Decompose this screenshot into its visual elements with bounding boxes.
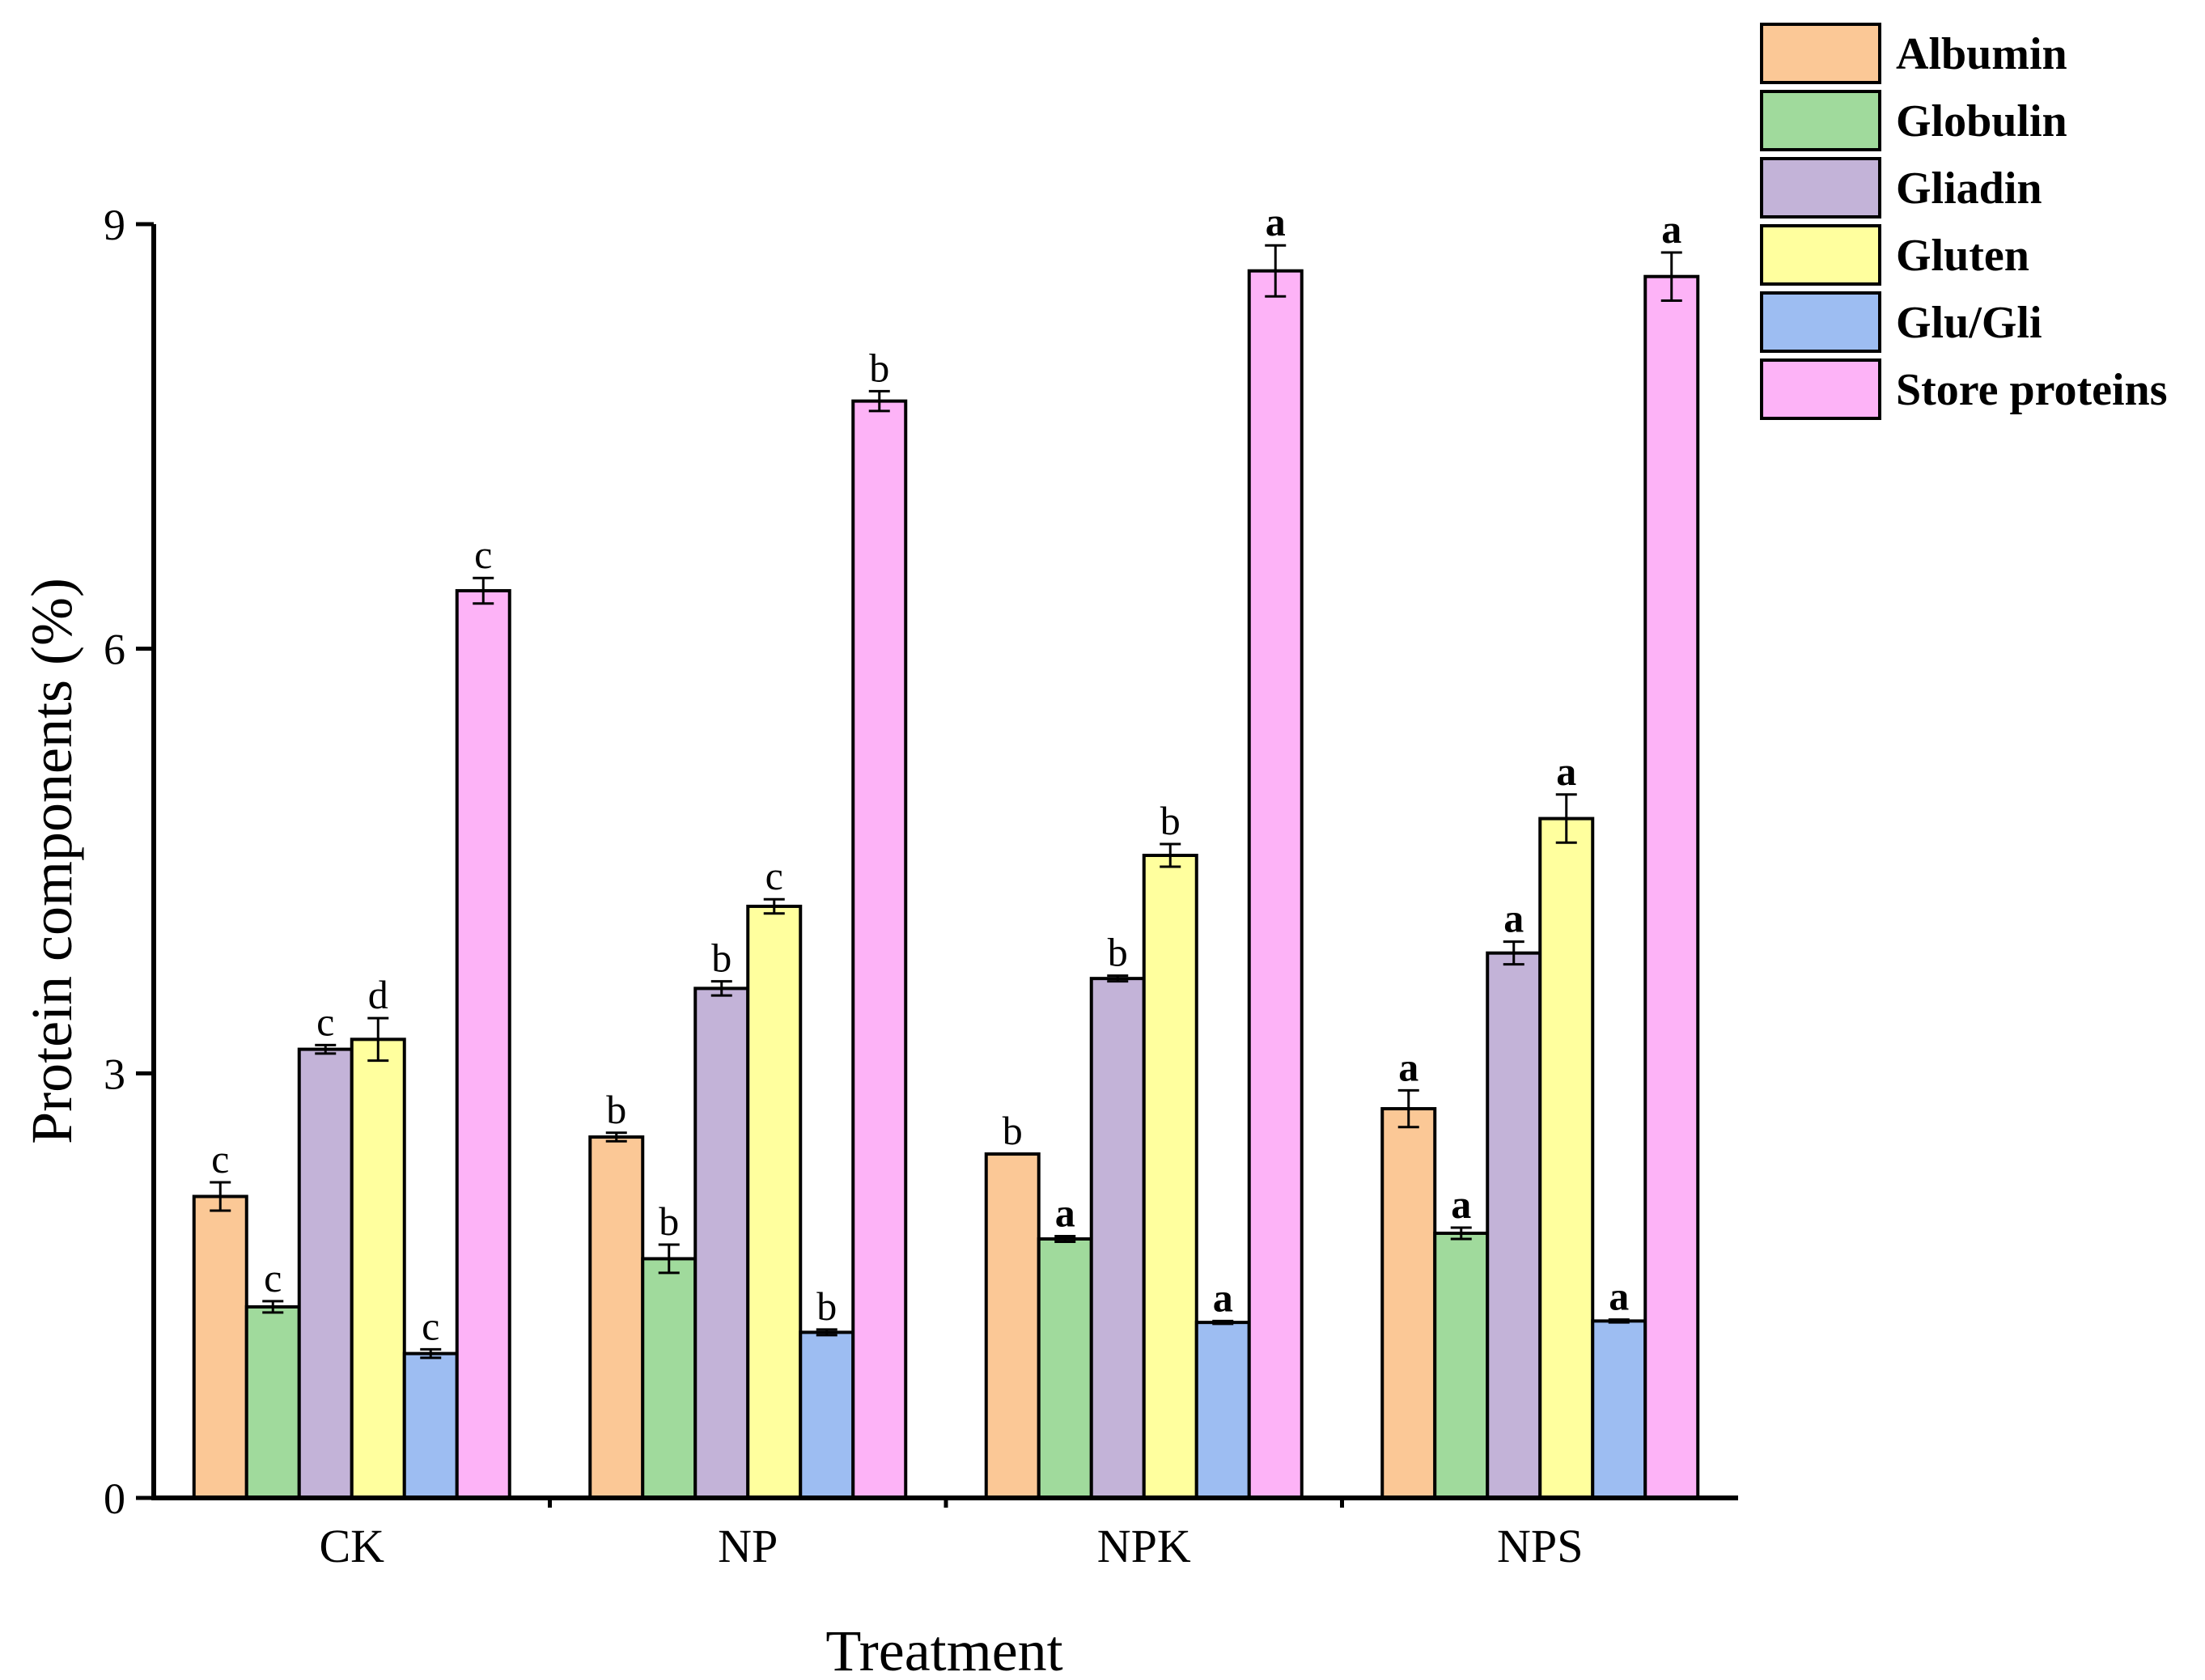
bar bbox=[984, 1152, 1041, 1500]
bar bbox=[244, 1305, 301, 1500]
y-tick-label: 0 bbox=[104, 1474, 125, 1523]
bar bbox=[1037, 1237, 1093, 1500]
significance-label: c bbox=[765, 853, 783, 898]
bar bbox=[1089, 977, 1146, 1500]
bar bbox=[746, 904, 803, 1500]
bar bbox=[799, 1330, 855, 1500]
bar bbox=[455, 588, 511, 1500]
y-axis-title: Protein components (%) bbox=[19, 578, 84, 1144]
bar bbox=[693, 986, 750, 1500]
significance-label: c bbox=[211, 1136, 229, 1182]
significance-label: b bbox=[1003, 1108, 1023, 1153]
significance-label: b bbox=[1108, 930, 1128, 975]
significance-label: a bbox=[1213, 1275, 1233, 1320]
significance-label: d bbox=[368, 972, 388, 1017]
x-tick-label: NPK bbox=[1097, 1520, 1191, 1572]
legend-label: Glu/Gli bbox=[1896, 298, 2042, 348]
bar bbox=[192, 1194, 248, 1500]
significance-label: a bbox=[1609, 1274, 1629, 1319]
significance-label: a bbox=[1503, 896, 1524, 941]
legend-swatch bbox=[1760, 358, 1881, 420]
bar bbox=[402, 1351, 459, 1500]
legend: Albumin Globulin Gliadin Gluten Glu/Gli Store… bbox=[1760, 23, 2167, 420]
significance-label: a bbox=[1451, 1182, 1471, 1227]
bar bbox=[1433, 1231, 1490, 1500]
significance-label: b bbox=[869, 345, 889, 390]
legend-label: Gluten bbox=[1896, 231, 2029, 281]
significance-label: c bbox=[474, 532, 492, 577]
significance-label: c bbox=[264, 1255, 282, 1300]
legend-swatch bbox=[1760, 90, 1881, 151]
y-tick-label: 3 bbox=[104, 1050, 125, 1098]
legend-swatch bbox=[1760, 291, 1881, 353]
significance-label: c bbox=[316, 999, 334, 1044]
legend-swatch bbox=[1760, 23, 1881, 84]
bar bbox=[1142, 854, 1198, 1500]
significance-label: c bbox=[422, 1303, 439, 1348]
bar bbox=[1194, 1321, 1251, 1500]
x-axis-title: Treatment bbox=[825, 1618, 1062, 1680]
bar bbox=[1538, 817, 1595, 1500]
y-ticks: 0 3 6 9 bbox=[104, 201, 154, 1523]
bar bbox=[350, 1037, 406, 1500]
significance-label: b bbox=[816, 1283, 837, 1329]
bar bbox=[1643, 274, 1700, 1500]
significance-label: a bbox=[1661, 206, 1681, 252]
significance-label: a bbox=[1398, 1044, 1418, 1089]
x-tick-label: NP bbox=[718, 1520, 778, 1572]
legend-label: Store proteins bbox=[1896, 365, 2167, 415]
significance-label: a bbox=[1266, 199, 1286, 244]
significance-label: b bbox=[711, 935, 731, 981]
significance-label: b bbox=[1160, 798, 1181, 843]
bar bbox=[851, 399, 908, 1500]
bar bbox=[297, 1047, 354, 1500]
y-tick-label: 6 bbox=[104, 626, 125, 674]
significance-label: a bbox=[1556, 749, 1576, 794]
bar bbox=[1247, 269, 1304, 1500]
bar bbox=[641, 1257, 698, 1500]
bar bbox=[588, 1135, 645, 1500]
legend-swatch bbox=[1760, 157, 1881, 218]
legend-label: Globulin bbox=[1896, 96, 2067, 146]
significance-label: b bbox=[659, 1198, 679, 1244]
x-tick-label: NPS bbox=[1497, 1520, 1583, 1572]
significance-label: b bbox=[606, 1087, 626, 1132]
x-ticks: CK NP NPK NPS bbox=[319, 1498, 1583, 1572]
significance-label: a bbox=[1055, 1190, 1075, 1235]
bar bbox=[1591, 1319, 1647, 1500]
y-tick-label: 9 bbox=[104, 201, 125, 249]
bar bbox=[1486, 951, 1542, 1500]
legend-label: Gliadin bbox=[1896, 163, 2042, 214]
legend-swatch bbox=[1760, 224, 1881, 286]
bar bbox=[1380, 1107, 1437, 1500]
legend-label: Albumin bbox=[1896, 29, 2067, 79]
x-tick-label: CK bbox=[319, 1520, 384, 1572]
